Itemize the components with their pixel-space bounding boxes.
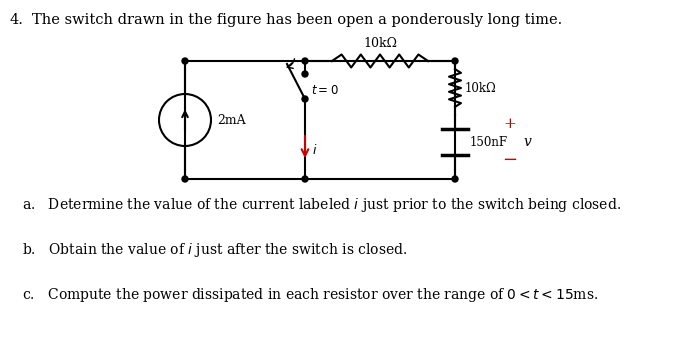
Circle shape bbox=[302, 71, 308, 77]
Text: 10kΩ: 10kΩ bbox=[363, 37, 397, 50]
Text: +: + bbox=[503, 117, 517, 131]
Text: 10kΩ: 10kΩ bbox=[465, 81, 497, 94]
Circle shape bbox=[182, 176, 188, 182]
Circle shape bbox=[182, 58, 188, 64]
Text: 150nF: 150nF bbox=[470, 135, 508, 148]
Circle shape bbox=[302, 176, 308, 182]
Text: The switch drawn in the figure has been open a ponderously long time.: The switch drawn in the figure has been … bbox=[32, 13, 562, 27]
Text: −: − bbox=[503, 151, 517, 169]
Text: v: v bbox=[523, 135, 531, 149]
Circle shape bbox=[302, 58, 308, 64]
Circle shape bbox=[452, 176, 458, 182]
Text: 4.: 4. bbox=[10, 13, 24, 27]
Circle shape bbox=[452, 58, 458, 64]
Text: $t = 0$: $t = 0$ bbox=[311, 84, 339, 97]
Circle shape bbox=[302, 96, 308, 102]
Text: $i$: $i$ bbox=[312, 143, 317, 157]
Text: c.   Compute the power dissipated in each resistor over the range of $0 < t < 15: c. Compute the power dissipated in each … bbox=[22, 286, 598, 304]
Text: b.   Obtain the value of $i$ just after the switch is closed.: b. Obtain the value of $i$ just after th… bbox=[22, 241, 407, 259]
Text: 2mA: 2mA bbox=[217, 113, 246, 126]
Text: a.   Determine the value of the current labeled $i$ just prior to the switch bei: a. Determine the value of the current la… bbox=[22, 196, 621, 214]
